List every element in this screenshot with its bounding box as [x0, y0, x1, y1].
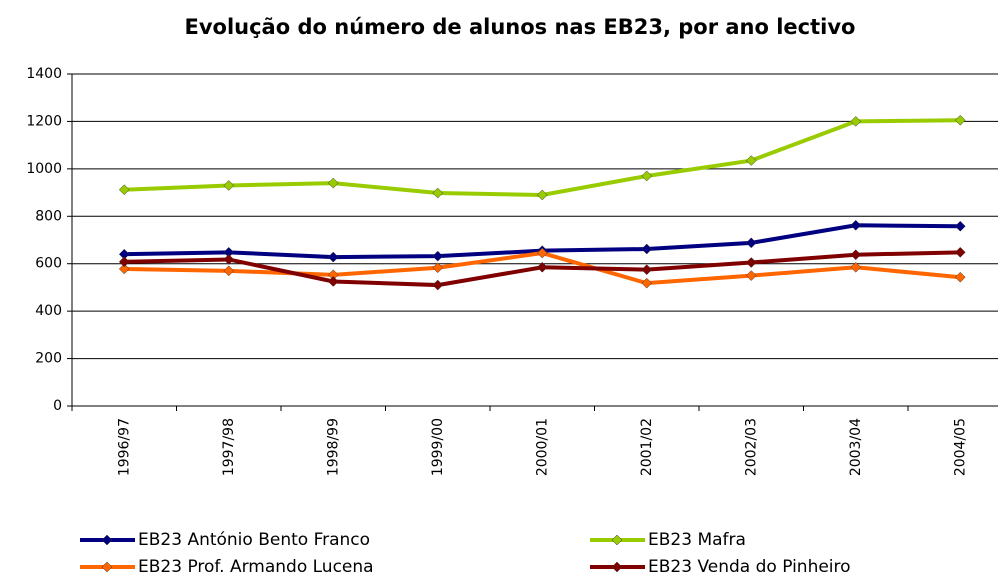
marker: [118, 184, 130, 196]
marker: [223, 254, 235, 265]
y-tick-label: 800: [35, 208, 62, 224]
marker: [327, 177, 339, 189]
marker: [641, 277, 653, 289]
series-line: [124, 118, 961, 197]
x-tick-label: 2000/01: [534, 418, 550, 476]
marker: [850, 249, 862, 261]
x-tick-label: 2003/04: [848, 418, 864, 476]
legend-marker: [101, 534, 113, 546]
y-tick-label: 1400: [26, 66, 62, 82]
legend-marker: [611, 534, 623, 546]
y-tick-label: 0: [53, 398, 62, 414]
marker: [745, 270, 757, 281]
marker: [536, 247, 548, 259]
legend-marker: [101, 561, 113, 573]
marker: [536, 189, 548, 201]
marker: [327, 251, 339, 263]
marker: [954, 246, 966, 258]
marker: [432, 262, 444, 274]
marker: [432, 187, 444, 199]
y-tick-label: 600: [35, 256, 62, 272]
marker: [432, 279, 444, 291]
legend-marker: [611, 561, 623, 573]
x-tick-label: 2002/03: [743, 418, 759, 476]
marker: [223, 265, 235, 277]
marker: [223, 180, 235, 191]
marker: [641, 243, 653, 255]
x-tick-label: 2001/02: [639, 418, 655, 476]
marker: [850, 261, 862, 273]
marker: [954, 271, 966, 283]
chart-title: Evolução do número de alunos nas EB23, p…: [184, 15, 856, 39]
legend-label: EB23 Mafra: [648, 530, 746, 550]
marker: [850, 219, 862, 231]
marker: [954, 220, 966, 232]
x-tick-label: 1996/97: [116, 418, 132, 476]
marker: [118, 256, 130, 268]
y-tick-label: 400: [35, 303, 62, 319]
legend-label: EB23 Prof. Armando Lucena: [138, 557, 374, 577]
legend-label: EB23 Venda do Pinheiro: [648, 557, 851, 577]
marker: [850, 116, 862, 127]
x-tick-label: 2004/05: [952, 418, 968, 476]
x-tick-label: 1997/98: [221, 418, 237, 476]
y-tick-label: 200: [35, 351, 62, 367]
marker: [118, 263, 130, 275]
y-tick-label: 1200: [26, 113, 62, 129]
marker: [536, 261, 548, 273]
y-tick-label: 1000: [26, 161, 62, 177]
marker: [641, 170, 653, 182]
marker: [432, 250, 444, 262]
marker: [954, 114, 966, 126]
marker: [745, 237, 757, 249]
marker: [745, 155, 757, 166]
marker: [745, 257, 757, 268]
x-tick-label: 1998/99: [325, 418, 341, 476]
marker: [327, 276, 339, 287]
legend-label: EB23 António Bento Franco: [138, 530, 370, 550]
x-tick-label: 1999/00: [430, 418, 446, 476]
marker: [641, 264, 653, 275]
